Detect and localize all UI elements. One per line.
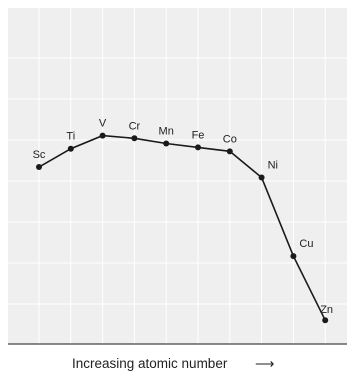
point-label-cu: Cu — [299, 238, 313, 250]
point-label-fe: Fe — [192, 129, 205, 141]
point-labels: Sc Ti V Cr Mn Fe Co Ni Cu Zn — [33, 118, 333, 317]
point-label-v: V — [99, 118, 107, 130]
data-point-co — [226, 148, 233, 155]
data-point-zn — [322, 317, 329, 324]
data-point-v — [99, 132, 106, 139]
x-axis-label: Increasing atomic number — [72, 356, 228, 371]
data-point-cu — [290, 253, 297, 260]
data-point-sc — [36, 164, 42, 171]
data-point-fe — [195, 144, 201, 151]
point-label-sc: Sc — [33, 149, 46, 161]
x-axis-arrow: ⟶ — [255, 356, 275, 371]
data-point-ti — [67, 145, 74, 152]
data-point-cr — [131, 135, 138, 142]
data-point-ni — [258, 174, 265, 181]
series-line — [38, 134, 326, 321]
grid-lines — [8, 8, 347, 346]
data-point-mn — [163, 140, 170, 147]
plot-background — [8, 8, 347, 344]
point-label-mn: Mn — [159, 125, 174, 137]
data-points — [36, 132, 329, 324]
point-label-co: Co — [223, 133, 237, 145]
point-label-zn: Zn — [320, 304, 333, 316]
point-label-cr: Cr — [129, 120, 141, 132]
point-label-ni: Ni — [268, 160, 278, 172]
point-label-ti: Ti — [66, 131, 75, 143]
